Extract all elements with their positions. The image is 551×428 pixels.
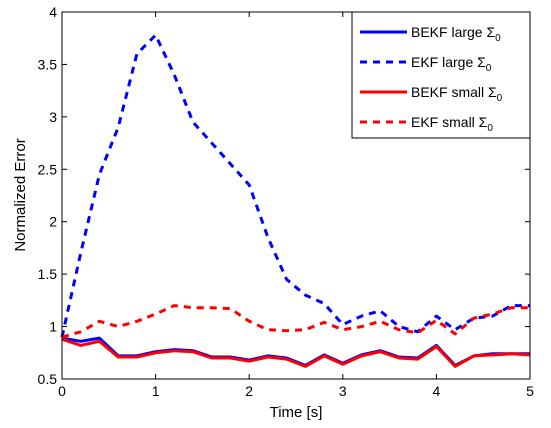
x-tick-label: 5 [526, 383, 534, 399]
legend-label-3: EKF small Σ0 [411, 114, 493, 134]
series-line-2 [61, 337, 531, 368]
series-line-3 [61, 304, 530, 339]
legend: BEKF large Σ0 EKF large Σ0 BEKF small Σ0 EK… [351, 11, 531, 139]
series-layer [60, 33, 531, 368]
tick-layer: 0 1 2 3 4 5 0.5 1 1.5 2 2.5 3 3.5 4 [38, 4, 535, 399]
y-tick-label: 1 [49, 319, 57, 335]
y-tick-label: 2.5 [38, 161, 58, 177]
y-tick-label: 4 [49, 4, 57, 20]
legend-label-1: EKF large Σ0 [411, 54, 492, 74]
x-tick-label: 2 [245, 383, 253, 399]
legend-label-2: BEKF small Σ0 [411, 84, 503, 104]
y-axis-title: Normalized Error [12, 138, 29, 251]
y-tick-label: 0.5 [38, 371, 58, 387]
x-tick-label: 0 [58, 383, 66, 399]
x-tick-label: 1 [152, 383, 160, 399]
y-tick-label: 1.5 [38, 266, 58, 282]
x-axis-title: Time [s] [270, 404, 323, 421]
series-line-1 [60, 33, 530, 338]
y-tick-label: 2 [49, 214, 57, 230]
y-tick-label: 3 [49, 109, 57, 125]
legend-label-0: BEKF large Σ0 [411, 24, 501, 44]
y-tick-label: 3.5 [38, 56, 58, 72]
x-tick-label: 4 [433, 383, 441, 399]
x-tick-label: 3 [339, 383, 347, 399]
plot-frame [61, 11, 531, 380]
